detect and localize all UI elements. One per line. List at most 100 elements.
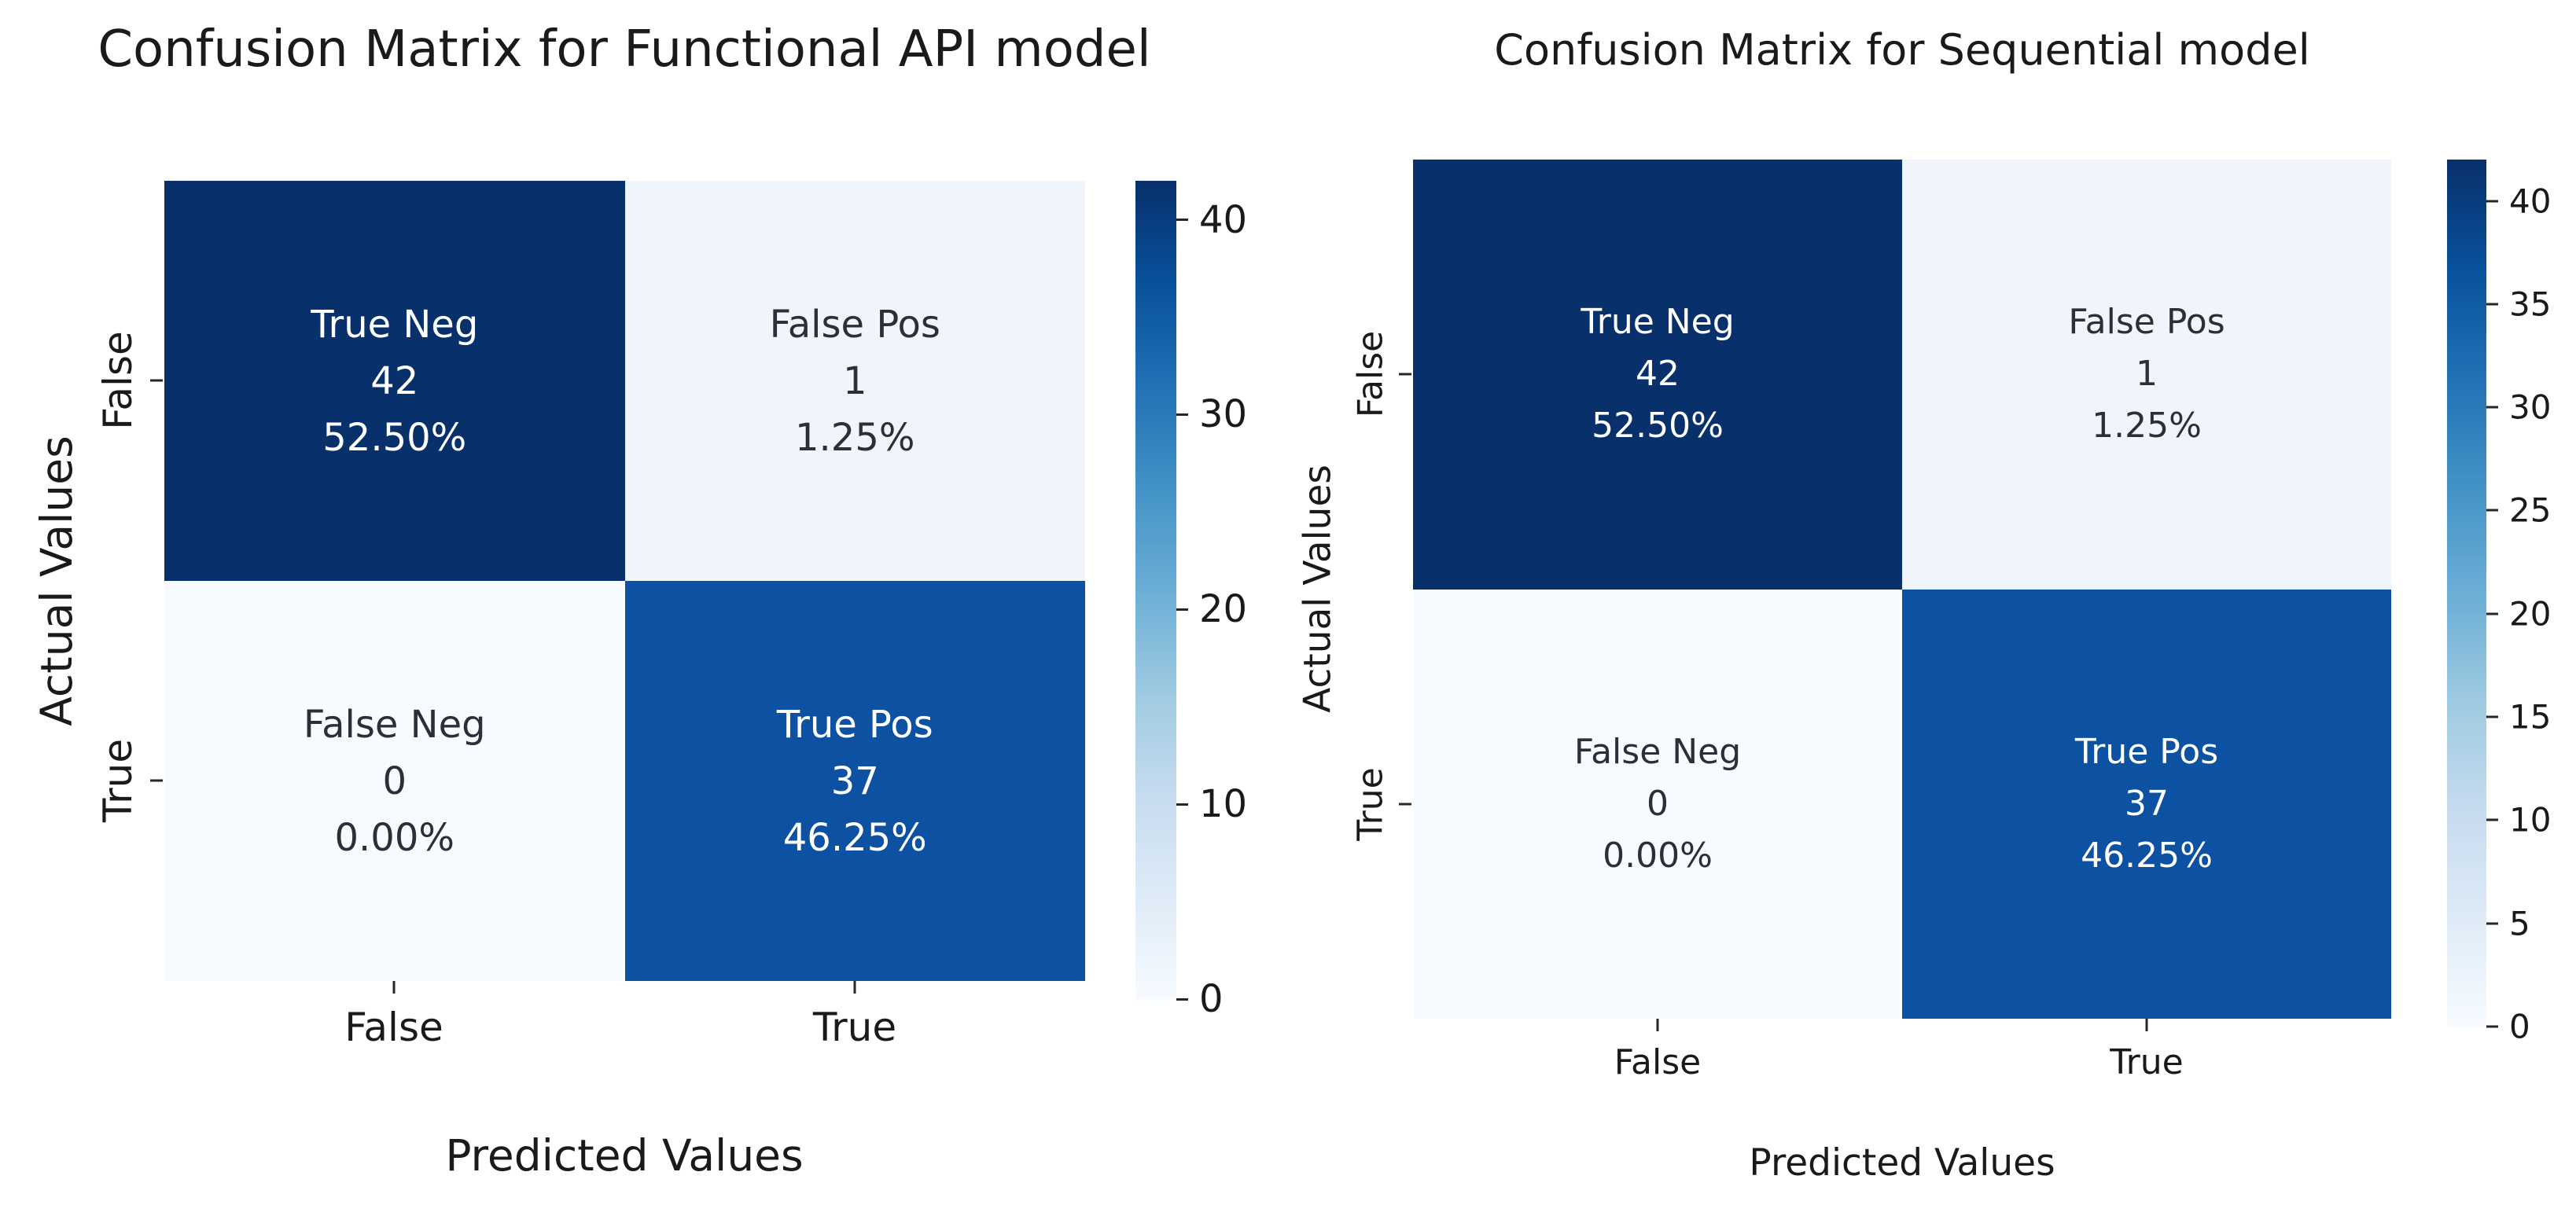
x-tick-label-false: False [344, 1005, 443, 1050]
colorbar-tick-mark [1176, 608, 1188, 611]
colorbar-tick-mark [1176, 803, 1188, 806]
colorbar [1135, 181, 1176, 999]
colorbar-tick-mark [1176, 219, 1188, 222]
x-tick-mark [392, 981, 396, 994]
colorbar-tick: 35 [2486, 285, 2551, 323]
colorbar-tick-label: 20 [1199, 587, 1248, 632]
colorbar-tick-mark [2486, 715, 2498, 718]
x-tick-mark [853, 981, 856, 994]
cell-false-neg: False Neg 0 0.00% [164, 581, 625, 981]
colorbar-tick-label: 30 [2509, 388, 2552, 427]
y-tick-label-false: False [1350, 330, 1391, 418]
colorbar-ticks: 40 35 30 25 20 15 [2486, 160, 2576, 1046]
cell-percent: 0.00% [1603, 835, 1713, 876]
cell-percent: 1.25% [795, 415, 915, 460]
colorbar-tick-mark [1176, 413, 1188, 416]
y-tick-mark [150, 779, 163, 782]
colorbar-tick: 0 [1176, 977, 1224, 1021]
cell-true-pos: True Pos 37 46.25% [1902, 589, 2391, 1019]
cell-true-pos: True Pos 37 46.25% [624, 581, 1085, 981]
colorbar-tick-mark [2486, 200, 2498, 203]
y-tick-label-true: True [95, 738, 141, 823]
cell-label: False Pos [769, 302, 940, 347]
colorbar-tick-mark [2486, 509, 2498, 512]
colorbar-tick-label: 10 [2509, 800, 2552, 839]
cell-percent: 0.00% [334, 815, 454, 860]
cell-label: False Neg [1573, 731, 1742, 772]
cell-count: 37 [830, 759, 879, 803]
colorbar-tick-label: 15 [2509, 697, 2552, 737]
x-axis-label: Predicted Values [445, 1130, 804, 1181]
cell-label: False Pos [2068, 302, 2225, 343]
cell-count: 1 [842, 358, 867, 403]
y-tick-mark [1399, 803, 1411, 806]
colorbar-tick-label: 5 [2509, 904, 2530, 943]
colorbar-tick-mark [2486, 406, 2498, 409]
colorbar-tick-label: 30 [1199, 392, 1248, 437]
colorbar [2447, 160, 2486, 1027]
colorbar-tick-label: 0 [2509, 1007, 2530, 1046]
figure-functional-api: Confusion Matrix for Functional API mode… [31, 20, 1286, 1181]
colorbar-tick: 10 [2486, 801, 2551, 839]
colorbar-tick-label: 20 [2509, 594, 2552, 634]
cell-percent: 52.50% [1592, 406, 1724, 446]
colorbar-tick: 20 [2486, 594, 2551, 633]
chart-title: Confusion Matrix for Sequential model [1494, 25, 2310, 75]
colorbar-tick: 10 [1176, 782, 1247, 826]
colorbar-tick-mark [2486, 612, 2498, 615]
colorbar-tick-mark [2486, 303, 2498, 306]
colorbar-tick: 0 [2486, 1008, 2530, 1046]
colorbar-tick-mark [2486, 922, 2498, 925]
y-tick-mark [150, 379, 163, 382]
colorbar-tick: 30 [2486, 388, 2551, 427]
colorbar-tick-mark [2486, 1025, 2498, 1028]
colorbar-tick-mark [1176, 997, 1188, 1001]
cell-true-neg: True Neg 42 52.50% [164, 181, 625, 581]
colorbar-tick-mark [2486, 818, 2498, 821]
cell-percent: 1.25% [2092, 406, 2202, 446]
cell-false-neg: False Neg 0 0.00% [1413, 589, 1902, 1019]
cell-count: 42 [1636, 354, 1680, 395]
cell-label: False Neg [303, 702, 486, 747]
colorbar-tick-label: 40 [2509, 182, 2552, 221]
colorbar-tick-label: 35 [2509, 285, 2552, 324]
colorbar-tick-label: 0 [1199, 977, 1224, 1021]
cell-count: 1 [2136, 354, 2158, 395]
y-tick-label-false: False [95, 331, 141, 430]
colorbar-tick: 30 [1176, 392, 1247, 436]
cell-percent: 52.50% [322, 415, 467, 460]
colorbar-tick: 15 [2486, 698, 2551, 737]
cell-true-neg: True Neg 42 52.50% [1413, 160, 1902, 590]
heatmap-plot-area: True Neg 42 52.50% False Pos 1 1.25% Fal… [1413, 160, 2391, 1019]
cell-count: 0 [382, 759, 407, 803]
x-tick-mark [2145, 1019, 2148, 1031]
cell-label: True Neg [311, 302, 479, 347]
x-tick-label-true: True [2110, 1042, 2184, 1082]
colorbar-tick: 5 [2486, 904, 2530, 942]
cell-label: True Pos [776, 702, 933, 747]
colorbar-tick: 25 [2486, 491, 2551, 530]
colorbar-tick: 40 [2486, 182, 2551, 220]
colorbar-tick-label: 25 [2509, 490, 2552, 530]
colorbar-ticks: 40 30 20 10 0 [1176, 181, 1286, 1021]
x-tick-label-true: True [812, 1005, 897, 1050]
cell-percent: 46.25% [782, 815, 927, 860]
x-tick-mark [1656, 1019, 1659, 1031]
cell-label: True Pos [2074, 731, 2219, 772]
x-tick-label-false: False [1614, 1042, 1702, 1082]
y-tick-mark [1399, 373, 1411, 376]
cell-false-pos: False Pos 1 1.25% [624, 181, 1085, 581]
x-axis-label: Predicted Values [1749, 1141, 2055, 1185]
colorbar-tick-label: 10 [1199, 782, 1248, 827]
cell-count: 37 [2125, 783, 2169, 824]
cell-percent: 46.25% [2081, 835, 2213, 876]
y-axis-label: Actual Values [1296, 465, 1340, 713]
chart-title: Confusion Matrix for Functional API mode… [98, 20, 1151, 79]
y-tick-label-true: True [1350, 767, 1391, 841]
y-axis-label: Actual Values [31, 435, 82, 726]
cell-count: 42 [370, 358, 419, 403]
cell-count: 0 [1647, 783, 1669, 824]
colorbar-tick: 40 [1176, 198, 1247, 242]
heatmap-plot-area: True Neg 42 52.50% False Pos 1 1.25% Fal… [164, 181, 1085, 981]
